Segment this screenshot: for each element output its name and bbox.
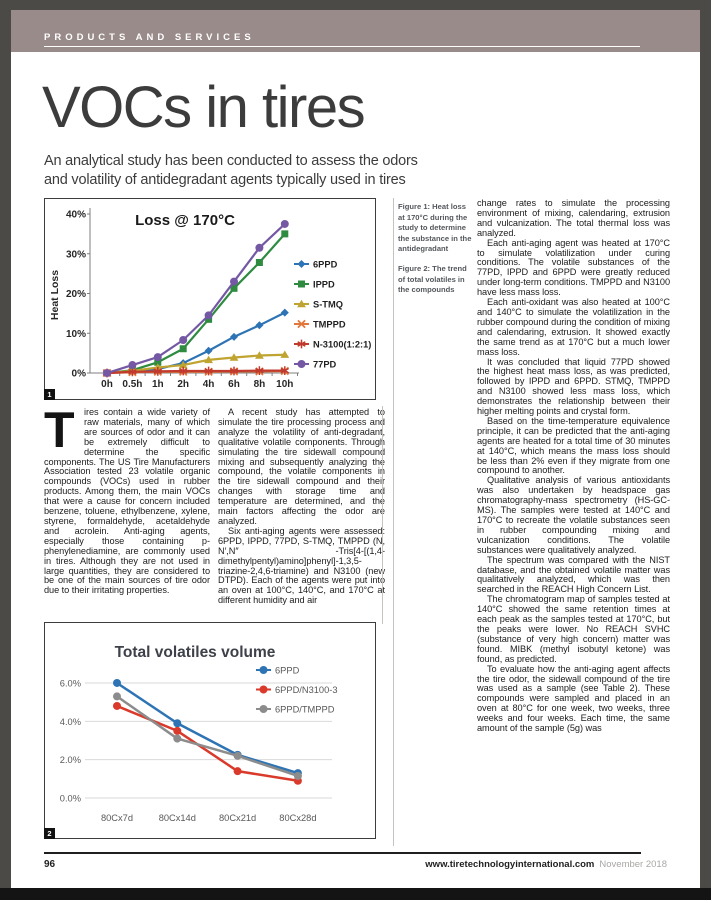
svg-text:4.0%: 4.0%	[60, 717, 81, 727]
paragraph: The spectrum was compared with the NIST …	[477, 554, 670, 595]
page-number: 96	[44, 859, 56, 870]
svg-text:77PD: 77PD	[313, 359, 337, 369]
svg-text:80Cx28d: 80Cx28d	[279, 813, 316, 823]
total-volatiles-chart: 0.0% 2.0% 4.0% 6.0% 80Cx7d 80Cx14d 80Cx21d 80Cx…	[60, 644, 338, 823]
svg-text:4h: 4h	[203, 379, 215, 390]
svg-text:80Cx7d: 80Cx7d	[101, 813, 133, 823]
footer-issue-date: November 2018	[599, 859, 667, 870]
svg-text:40%: 40%	[66, 210, 86, 221]
section-underline	[44, 46, 640, 47]
paragraph: Qualitative analysis of various antioxid…	[477, 475, 670, 555]
svg-text:80Cx14d: 80Cx14d	[159, 813, 196, 823]
paragraph: To evaluate how the anti-aging agent aff…	[477, 663, 670, 734]
svg-text:1h: 1h	[152, 379, 164, 390]
figure-1-heat-loss-chart: 0% 10% 20% 30% 40% 0h 0.5h 1h 2h 4h 6h 8h 10h 6PPD IPP…	[44, 198, 376, 400]
svg-text:6h: 6h	[228, 379, 240, 390]
section-header-band: PRODUCTS AND SERVICES	[11, 10, 700, 52]
svg-text:10h: 10h	[276, 379, 293, 390]
footer-right: www.tiretechnologyinternational.com Novem…	[425, 859, 667, 870]
svg-text:2.0%: 2.0%	[60, 755, 81, 765]
caption-column-rule	[393, 198, 394, 846]
footer: 96 www.tiretechnologyinternational.com No…	[44, 859, 668, 873]
svg-text:6PPD: 6PPD	[275, 665, 300, 675]
svg-text:8h: 8h	[254, 379, 266, 390]
standfirst-line-2: and volatility of antidegradant agents t…	[44, 172, 406, 188]
footer-website: www.tiretechnologyinternational.com	[425, 859, 595, 870]
paragraph: A recent study has attempted to simulate…	[218, 408, 385, 526]
paragraph: change rates to simulate the processing …	[477, 199, 670, 238]
footer-rule	[44, 852, 641, 854]
paragraph: It was concluded that liquid 77PD showed…	[477, 356, 670, 417]
svg-text:IPPD: IPPD	[313, 279, 335, 289]
paragraph: The chromatogram map of samples tested a…	[477, 594, 670, 664]
svg-text:0h: 0h	[101, 379, 113, 390]
figure-1-badge: 1	[44, 389, 55, 400]
column-rule	[382, 406, 383, 624]
paragraph: Based on the time-temperature equivalenc…	[477, 415, 670, 476]
svg-text:6PPD: 6PPD	[313, 259, 338, 269]
figure-2-badge: 2	[44, 828, 55, 839]
section-label: PRODUCTS AND SERVICES	[44, 32, 255, 43]
figure-1-caption: Figure 1: Heat loss at 170°C during the …	[398, 202, 472, 254]
svg-text:80Cx21d: 80Cx21d	[219, 813, 256, 823]
svg-text:Total volatiles volume: Total volatiles volume	[115, 644, 276, 661]
figure-captions: Figure 1: Heat loss at 170°C during the …	[398, 202, 472, 305]
svg-text:Loss @ 170°C: Loss @ 170°C	[135, 212, 235, 229]
heat-loss-chart: 0% 10% 20% 30% 40% 0h 0.5h 1h 2h 4h 6h 8h 10h 6PPD IPP…	[49, 208, 371, 390]
svg-text:0.5h: 0.5h	[122, 379, 142, 390]
page: PRODUCTS AND SERVICES VOCs in tires An a…	[11, 10, 700, 888]
svg-text:0%: 0%	[72, 369, 87, 380]
paragraph: Six anti-aging agents were assessed: 6PP…	[218, 525, 385, 606]
svg-text:6PPD/TMPPD: 6PPD/TMPPD	[275, 704, 335, 714]
figure-2-caption: Figure 2: The trend of total volatiles i…	[398, 263, 467, 295]
svg-text:2h: 2h	[177, 379, 189, 390]
svg-text:10%: 10%	[66, 329, 86, 340]
paragraph: Each anti-oxidant was also heated at 100…	[477, 297, 670, 357]
svg-text:20%: 20%	[66, 289, 86, 300]
paragraph-text: ires contain a wide variety of raw mater…	[44, 407, 210, 596]
svg-text:6PPD/N3100-3: 6PPD/N3100-3	[275, 685, 338, 695]
article-standfirst: An analytical study has been conducted t…	[44, 152, 418, 190]
article-column-2: A recent study has attempted to simulate…	[218, 408, 385, 624]
figure-2-total-volatiles-chart: 0.0% 2.0% 4.0% 6.0% 80Cx7d 80Cx14d 80Cx21d 80Cx…	[44, 622, 376, 839]
article-column-3: change rates to simulate the processing …	[477, 199, 670, 851]
paragraph: Each anti-aging agent was heated at 170°…	[477, 237, 670, 298]
drop-cap: T	[44, 402, 75, 458]
svg-text:S-TMQ: S-TMQ	[313, 299, 343, 309]
svg-text:TMPPD: TMPPD	[313, 319, 346, 329]
standfirst-line-1: An analytical study has been conducted t…	[44, 153, 418, 169]
page-title: VOCs in tires	[42, 75, 366, 140]
svg-text:30%: 30%	[66, 249, 86, 260]
svg-text:N-3100(1:2:1): N-3100(1:2:1)	[313, 339, 371, 349]
page-bottom-edge	[0, 888, 711, 900]
svg-text:0.0%: 0.0%	[60, 794, 81, 804]
svg-text:Heat Loss: Heat Loss	[49, 270, 61, 320]
svg-text:6.0%: 6.0%	[60, 678, 81, 688]
